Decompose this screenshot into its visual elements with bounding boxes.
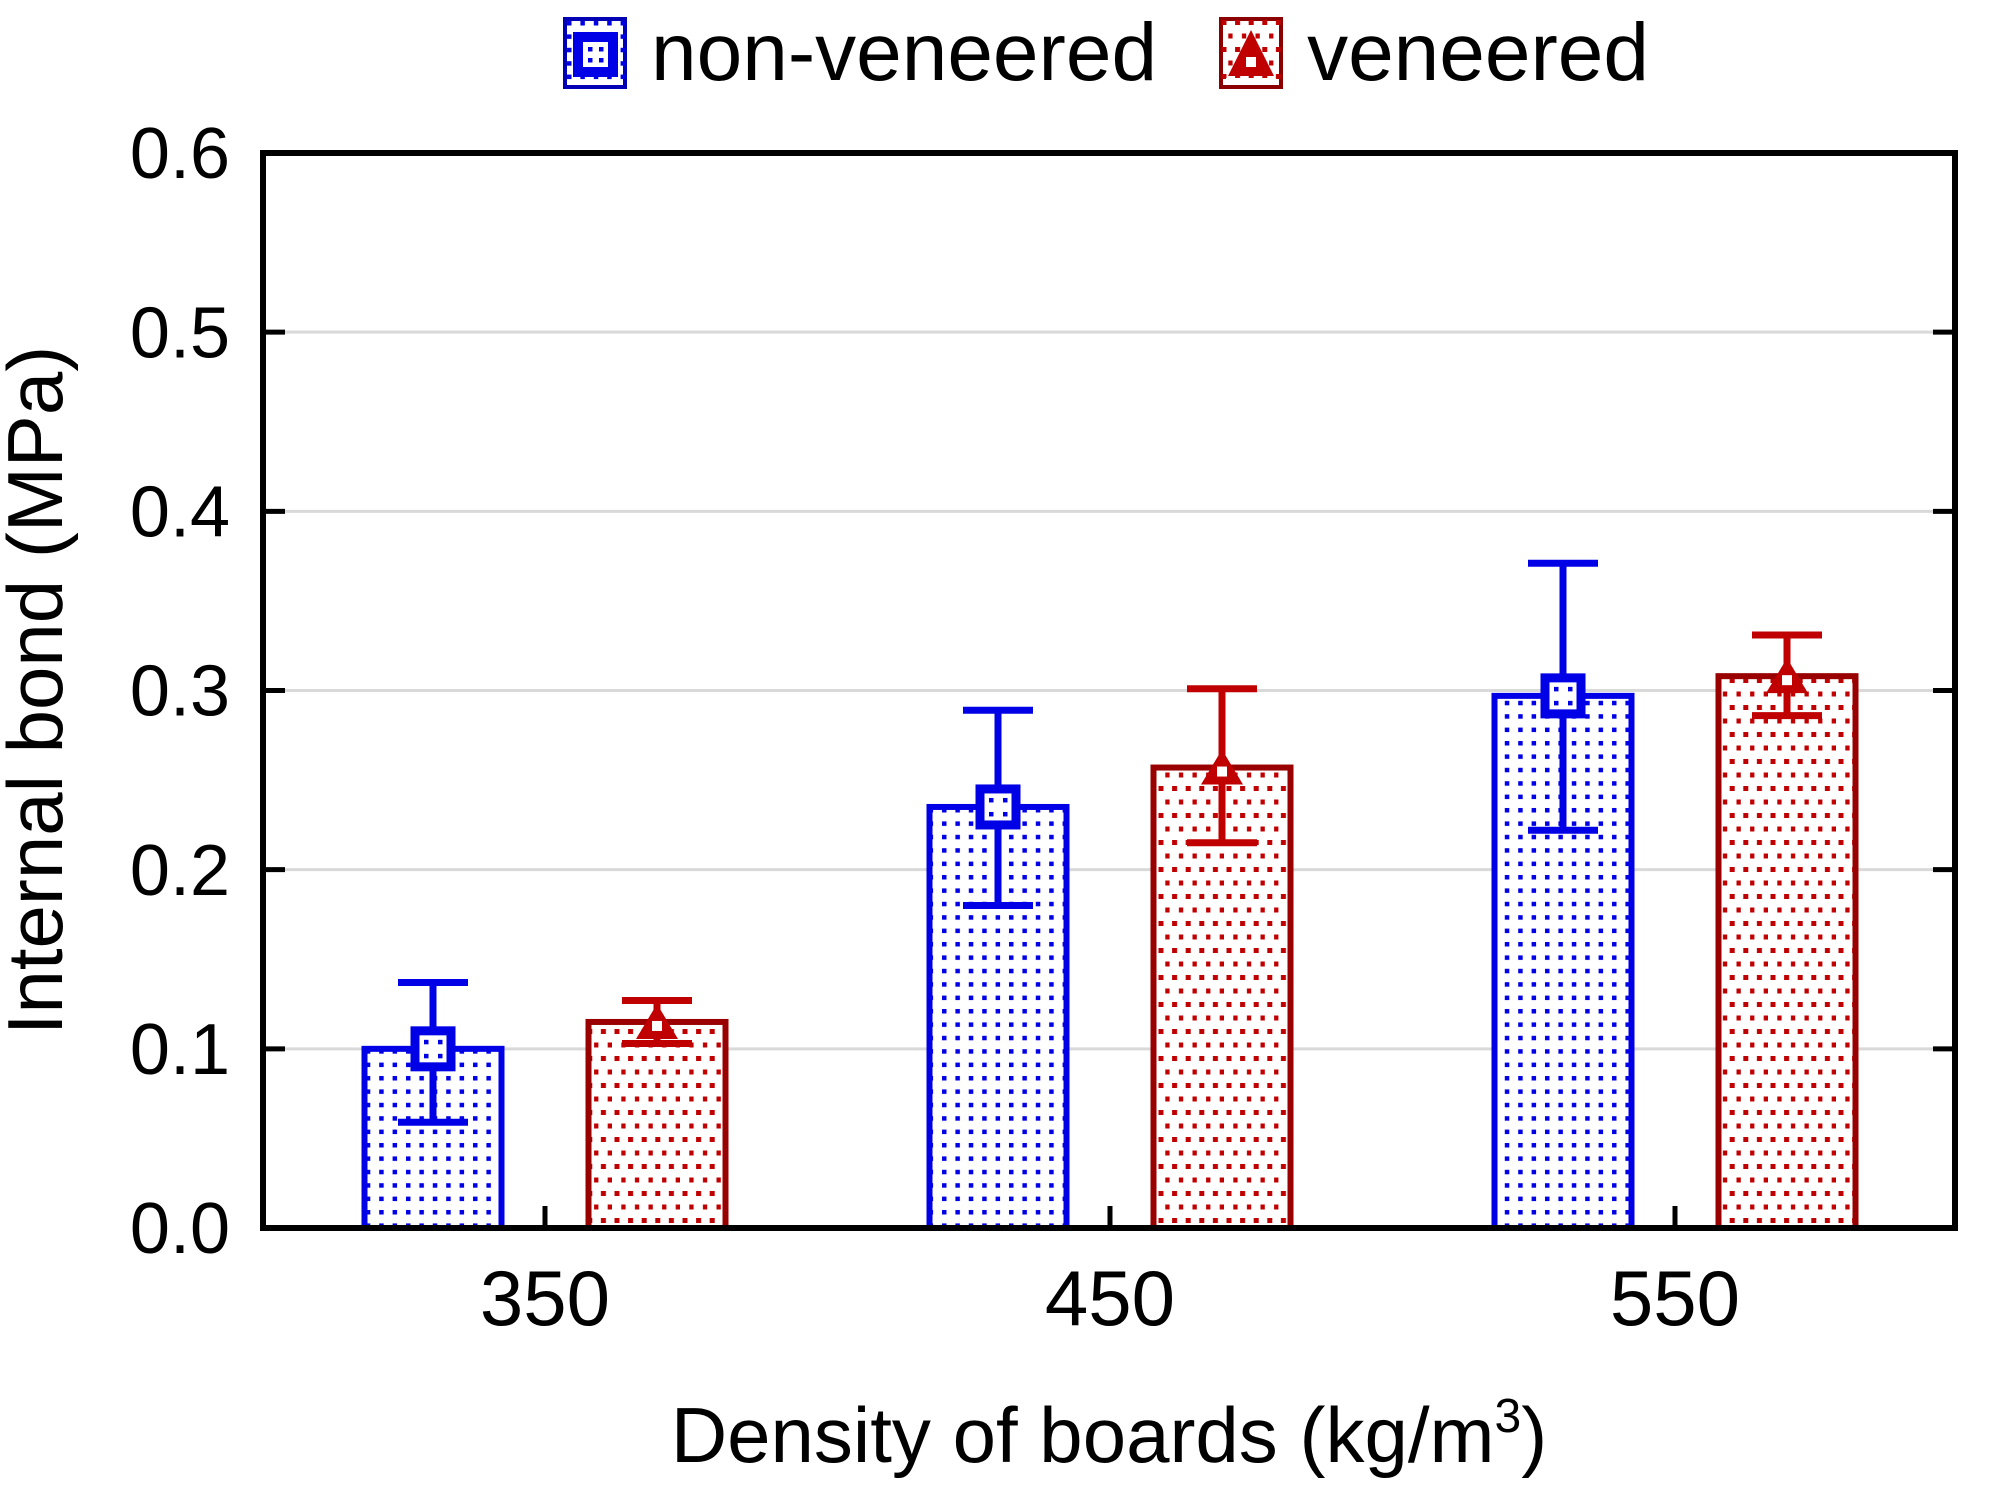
y-tick-label-0.2: 0.2 (130, 831, 230, 911)
square-marker-icon-non-veneered-450 (975, 784, 1021, 830)
square-marker-dot-non-veneered-450-2 (989, 811, 994, 817)
legend-item-non-veneered: non-veneered (563, 12, 1157, 94)
square-marker-icon-non-veneered-550 (1540, 673, 1586, 719)
veneered-swatch-triangle-icon (1219, 17, 1284, 89)
square-marker-dot-non-veneered-550-3 (1568, 700, 1573, 706)
y-tick-label-0.0: 0.0 (130, 1189, 230, 1269)
legend: non-veneered veneered (563, 12, 1649, 94)
legend-item-veneered: veneered (1219, 12, 1649, 94)
bar-veneered-350 (585, 1018, 729, 1231)
legend-label-veneered: veneered (1307, 7, 1649, 98)
legend-label-non-veneered: non-veneered (651, 7, 1158, 98)
triangle-marker-hole-veneered-450 (1217, 766, 1227, 777)
y-tick-label-0.5: 0.5 (130, 293, 230, 373)
square-marker-dot-non-veneered-550-2 (1554, 700, 1559, 706)
x-axis-title: Density of boards (kg/m3) (671, 1390, 1547, 1479)
bar-veneered-550 (1715, 673, 1859, 1231)
x-tick-label-350: 350 (480, 1254, 610, 1342)
y-tick-label-0.6: 0.6 (130, 114, 230, 194)
y-tick-label-0.3: 0.3 (130, 652, 230, 732)
x-tick-label-450: 450 (1045, 1254, 1175, 1342)
y-axis-title: Internal bond (MPa) (0, 346, 79, 1035)
y-tick-label-0.1: 0.1 (130, 1010, 230, 1090)
square-marker-dot-non-veneered-350-1 (438, 1039, 443, 1045)
triangle-marker-hole-veneered-350 (652, 1020, 662, 1031)
square-marker-dot-non-veneered-550-1 (1568, 686, 1573, 692)
square-marker-dot-non-veneered-550-0 (1554, 686, 1559, 692)
y-tick-label-0.4: 0.4 (130, 473, 230, 553)
square-marker-dot-non-veneered-350-3 (438, 1053, 443, 1059)
triangle-marker-hole-veneered-550 (1782, 675, 1792, 686)
square-marker-dot-non-veneered-350-2 (424, 1053, 429, 1059)
square-marker-dot-non-veneered-450-3 (1003, 811, 1008, 817)
square-marker-dot-non-veneered-350-0 (424, 1039, 429, 1045)
x-tick-label-550: 550 (1610, 1254, 1740, 1342)
non-veneered-swatch-square-icon (563, 17, 627, 89)
square-marker-icon-non-veneered-350 (410, 1026, 456, 1072)
square-marker-dot-non-veneered-450-1 (1003, 797, 1008, 803)
square-marker-dot-non-veneered-450-0 (989, 797, 994, 803)
